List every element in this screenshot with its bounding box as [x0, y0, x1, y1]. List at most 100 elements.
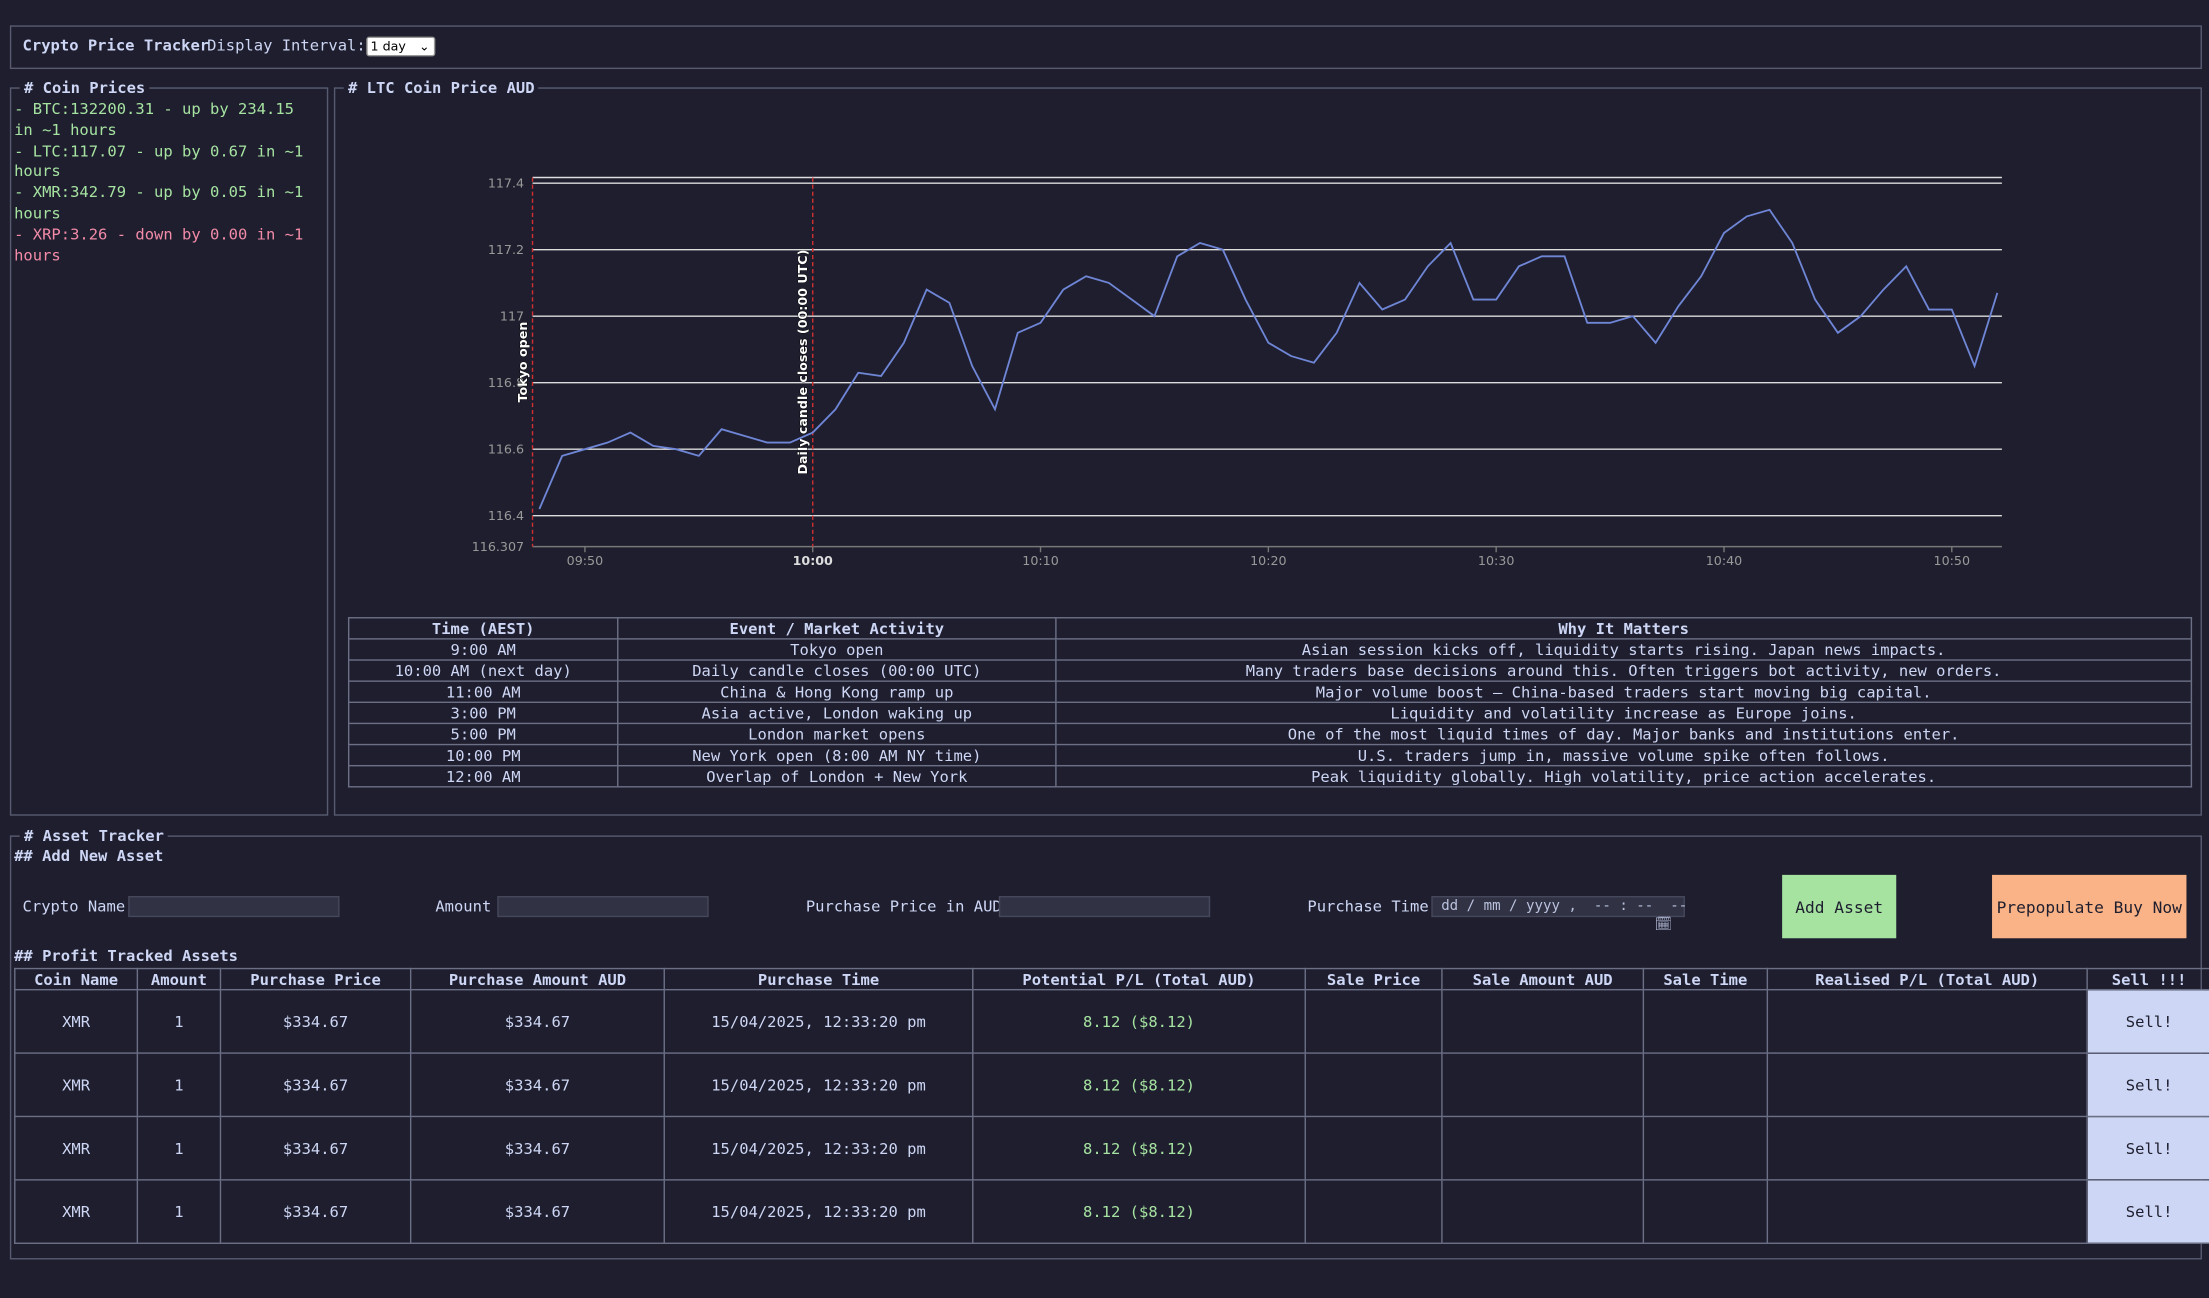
event-row: 10:00 PM New York open (8:00 AM NY time) U… [347, 743, 2193, 767]
x-tick-label: 10:00 [793, 553, 833, 568]
prepopulate-button[interactable]: Prepopulate Buy Now [1992, 874, 2187, 939]
empty-cell [1304, 1052, 1443, 1118]
column-header: Sale Time [1642, 967, 1769, 991]
header: Crypto Price Tracker Display Interval: 1… [9, 25, 2202, 70]
sell-button[interactable]: Sell! [2125, 1012, 2173, 1031]
event-cell: Overlap of London + New York [617, 764, 1057, 788]
event-cell: 3:00 PM [347, 701, 619, 725]
sell-button[interactable]: Sell! [2125, 1202, 2173, 1221]
section-title: ## Profit Tracked Assets [14, 946, 239, 966]
asset-row: XMR 1 $334.67 $334.67 15/04/2025, 12:33:20 p… [14, 1052, 2209, 1118]
chart-panel: # LTC Coin Price AUD [333, 78, 2202, 816]
empty-cell [1304, 1179, 1443, 1244]
interval-label: Display Interval: [207, 36, 366, 55]
field-label: Amount [435, 897, 492, 916]
asset-cell: 8.12 ($8.12) [972, 1115, 1306, 1181]
header-row: Time (AEST) Event / Market Activity Why It… [347, 617, 2193, 640]
x-tick-label: 10:20 [1250, 553, 1286, 568]
text-input[interactable] [998, 895, 1211, 918]
empty-cell [1441, 988, 1645, 1054]
column-header: Sell !!! [2086, 967, 2209, 991]
section-title: ## Add New Asset [14, 846, 164, 866]
event-cell: Many traders base decisions around this.… [1055, 659, 2193, 682]
field-label: Purchase Time [1307, 897, 1429, 916]
column-header: Event / Market Activity [617, 617, 1057, 640]
asset-cell: 15/04/2025, 12:33:20 pm [663, 988, 974, 1054]
date-placeholder: dd / mm / yyyy , -- : -- -- [1441, 898, 1688, 915]
event-cell: 5:00 PM [347, 722, 619, 746]
date-input[interactable]: dd / mm / yyyy , -- : -- -- 🗓 [1431, 895, 1688, 933]
empty-cell [1304, 1115, 1443, 1181]
column-header: Purchase Time [663, 967, 974, 991]
asset-cell: $334.67 [409, 1115, 665, 1181]
coin-price: - BTC:132200.31 - up by 234.15 in ~1 hou… [14, 100, 294, 140]
text-input[interactable] [128, 895, 340, 918]
events-table: Time (AEST) Event / Market Activity Why It… [347, 617, 2193, 788]
event-cell: Asian session kicks off, liquidity start… [1055, 638, 2193, 661]
y-tick-label: 116.6 [488, 441, 524, 456]
chart: 116.307 116.4 116.6 116.8 117 117.2 117.4 09:50… [472, 175, 2002, 568]
asset-cell: 1 [136, 1179, 222, 1244]
asset-cell: XMR [14, 1052, 139, 1118]
asset-cell: $334.67 [409, 1179, 665, 1244]
event-row: 10:00 AM (next day) Daily candle closes (… [347, 659, 2193, 682]
asset-cell: $334.67 [219, 1179, 412, 1244]
event-cell: One of the most liquid times of day. Maj… [1055, 722, 2193, 746]
column-header: Purchase Amount AUD [409, 967, 665, 991]
y-tick-label: 117.4 [488, 175, 524, 190]
column-header: Sale Price [1304, 967, 1443, 991]
event-cell: China & Hong Kong ramp up [617, 680, 1057, 703]
event-row: 11:00 AM China & Hong Kong ramp up Major v… [347, 680, 2193, 703]
sell-button[interactable]: Sell! [2125, 1139, 2173, 1158]
coin-prices-panel: # Coin Prices - BTC:132200.31 - up by 23… [9, 78, 329, 816]
asset-cell: $334.67 [219, 1115, 412, 1181]
field-label: Crypto Name [22, 897, 126, 916]
event-row: 12:00 AM Overlap of London + New York Peak… [347, 764, 2193, 788]
event-cell: Daily candle closes (00:00 UTC) [617, 659, 1057, 682]
event-cell: 11:00 AM [347, 680, 619, 703]
event-cell: Asia active, London waking up [617, 701, 1057, 725]
sell-cell: Sell! [2086, 1052, 2209, 1118]
empty-cell [1766, 1179, 2088, 1244]
x-tick-label: 10:30 [1478, 553, 1514, 568]
event-cell: Tokyo open [617, 638, 1057, 661]
field-label: Purchase Price in AUD [805, 897, 1002, 916]
sell-button[interactable]: Sell! [2125, 1075, 2173, 1094]
y-tick-label: 116.307 [472, 539, 524, 554]
column-header: Potential P/L (Total AUD) [972, 967, 1306, 991]
asset-cell: 8.12 ($8.12) [972, 988, 1306, 1054]
event-cell: Major volume boost — China-based traders… [1055, 680, 2193, 703]
asset-row: XMR 1 $334.67 $334.67 15/04/2025, 12:33:20 p… [14, 1179, 2209, 1244]
asset-cell: 8.12 ($8.12) [972, 1179, 1306, 1244]
sell-cell: Sell! [2086, 988, 2209, 1054]
asset-cell: 15/04/2025, 12:33:20 pm [663, 1115, 974, 1181]
select-arrow: ⌄ [419, 40, 430, 55]
y-tick-label: 116.4 [488, 508, 524, 523]
text-input[interactable] [497, 895, 709, 918]
asset-cell: 1 [136, 1115, 222, 1181]
price-line [538, 208, 1999, 510]
panel-title: # Coin Prices [19, 78, 150, 98]
asset-cell: 15/04/2025, 12:33:20 pm [663, 1179, 974, 1244]
empty-cell [1642, 1052, 1769, 1118]
column-header: Purchase Price [219, 967, 412, 991]
app-title: Crypto Price Tracker [22, 36, 210, 55]
column-header: Amount [136, 967, 222, 991]
event-row: 9:00 AM Tokyo open Asian session kicks off… [347, 638, 2193, 661]
y-tick-label: 116.8 [488, 375, 524, 390]
interval-select[interactable]: 1 day ⌄ [366, 36, 436, 57]
event-cell: 10:00 PM [347, 743, 619, 767]
empty-cell [1766, 1052, 2088, 1118]
empty-cell [1642, 988, 1769, 1054]
calendar-icon: 🗓 [1654, 917, 1673, 933]
empty-cell [1441, 1115, 1645, 1181]
add-asset-button[interactable]: Add Asset [1782, 874, 1897, 939]
asset-cell: 8.12 ($8.12) [972, 1052, 1306, 1118]
event-cell: 12:00 AM [347, 764, 619, 788]
coin-price: - XMR:342.79 - up by 0.05 in ~1 hours [14, 183, 304, 223]
column-header: Realised P/L (Total AUD) [1766, 967, 2088, 991]
chart-title: # LTC Coin Price AUD [343, 78, 539, 98]
asset-cell: XMR [14, 988, 139, 1054]
